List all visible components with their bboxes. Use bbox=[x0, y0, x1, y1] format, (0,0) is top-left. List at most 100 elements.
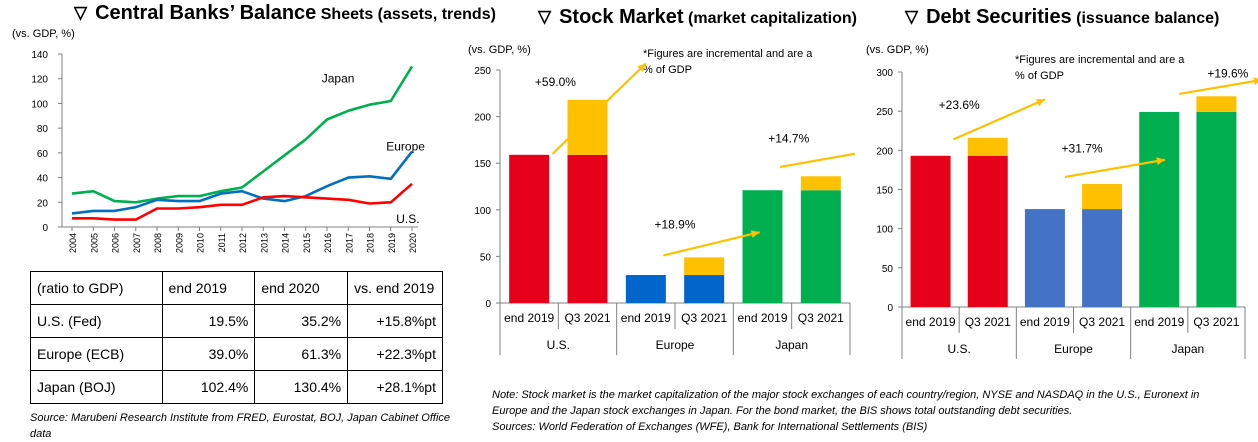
x-category-label: Q3 2021 bbox=[1193, 315, 1239, 329]
triangle-down-icon: ▽ bbox=[538, 7, 552, 26]
x-category-label: end 2019 bbox=[1020, 315, 1070, 329]
x-category-label: Q3 2021 bbox=[1079, 315, 1125, 329]
bar-europe-base bbox=[684, 275, 725, 303]
x-category-label: end 2019 bbox=[504, 311, 554, 325]
table-row: Japan (BOJ) 102.4% 130.4% +28.1%pt bbox=[30, 370, 443, 404]
series-label: U.S. bbox=[396, 212, 419, 226]
y-tick-label: 250 bbox=[876, 107, 893, 118]
bar-japan-base bbox=[800, 190, 841, 303]
panel3-title: ▽ Debt Securities (issuance balance) bbox=[905, 6, 1219, 29]
increase-annotation: +31.7% bbox=[1062, 142, 1103, 156]
x-category-label: end 2019 bbox=[621, 311, 671, 325]
y-tick-label: 80 bbox=[37, 124, 49, 135]
central-bank-line-chart: 0 20 40 60 80 100 120 140 2004 2005 2006 2007 2008 20… bbox=[31, 50, 425, 253]
x-tick-label: 2014 bbox=[281, 233, 291, 253]
table-header-cell: (ratio to GDP) bbox=[30, 271, 163, 305]
panel1-title-main: Central Banks’ Balance bbox=[95, 2, 317, 24]
x-category-label: Q3 2021 bbox=[965, 315, 1011, 329]
x-category-label: end 2019 bbox=[737, 311, 787, 325]
bar-europe-base bbox=[1082, 209, 1123, 307]
line-series-europe bbox=[71, 150, 414, 215]
triangle-down-icon: ▽ bbox=[905, 7, 919, 26]
x-tick-label: 2009 bbox=[174, 233, 184, 253]
x-group-label: U.S. bbox=[547, 338, 570, 352]
stock-market-bar-chart: 0 50 100 150 200 250 end 2019 Q3 2021 end 2019 Q3… bbox=[474, 62, 855, 355]
y-tick-label: 100 bbox=[876, 225, 893, 236]
y-tick-label: 150 bbox=[474, 159, 491, 170]
arrow-head-icon bbox=[1253, 77, 1258, 86]
debt-securities-bar-chart: 0 50 100 150 200 250 300 end 2019 Q3 2021 end 201… bbox=[876, 66, 1258, 359]
x-group-label: Europe bbox=[656, 338, 695, 352]
x-tick-label: 2005 bbox=[89, 233, 99, 253]
x-tick-label: 2010 bbox=[196, 233, 206, 253]
table-cell: 102.4% bbox=[161, 370, 256, 404]
y-tick-label: 250 bbox=[474, 66, 491, 77]
x-tick-label: 2011 bbox=[217, 233, 227, 252]
y-tick-label: 20 bbox=[37, 198, 49, 209]
x-tick-label: 2017 bbox=[344, 233, 354, 253]
y-tick-label: 120 bbox=[31, 75, 48, 86]
increase-arrow bbox=[663, 231, 760, 257]
increase-arrow bbox=[953, 98, 1046, 141]
table-header-cell: vs. end 2019 bbox=[347, 271, 443, 305]
line-series-us bbox=[72, 182, 413, 221]
bottom-note: Note: Stock market is the market capital… bbox=[492, 387, 1258, 435]
x-tick-label: 2019 bbox=[387, 233, 397, 253]
bar-increment bbox=[800, 176, 841, 191]
increase-arrow bbox=[551, 62, 647, 155]
x-tick-label: 2004 bbox=[68, 233, 78, 253]
panel1-source-note: Source: Marubeni Research Institute from… bbox=[30, 412, 451, 440]
panel1-unit: (vs. GDP, %) bbox=[12, 28, 75, 40]
panel2-title: ▽ Stock Market (market capitalization) bbox=[538, 6, 857, 29]
series-label: Japan bbox=[322, 72, 355, 86]
panel1-title: ▽ Central Banks’ Balance Sheets (assets, … bbox=[74, 2, 496, 25]
panel3-title-main: Debt Securities bbox=[926, 6, 1072, 28]
increase-arrow bbox=[1179, 79, 1258, 96]
panel3-figure-note: *Figures are incremental and are a % of … bbox=[1015, 54, 1185, 82]
table-cell: 19.5% bbox=[161, 304, 256, 338]
y-tick-label: 0 bbox=[887, 303, 893, 314]
bar-japan-base bbox=[742, 190, 783, 303]
panel1-title-sub: Sheets (assets, trends) bbox=[320, 6, 496, 23]
panel3-title-sub: (issuance balance) bbox=[1076, 10, 1220, 27]
y-tick-label: 150 bbox=[876, 186, 893, 197]
y-tick-label: 140 bbox=[31, 50, 48, 61]
x-category-label: Q3 2021 bbox=[798, 311, 844, 325]
increase-annotation: +19.6% bbox=[1207, 66, 1248, 80]
increase-arrow bbox=[779, 152, 855, 169]
bar-us-base bbox=[910, 155, 951, 307]
bar-increment bbox=[967, 137, 1008, 156]
table-cell: 35.2% bbox=[254, 304, 349, 338]
bottom-note-line: Europe and the Japan stock exchanges in … bbox=[492, 405, 1073, 417]
central-bank-table: (ratio to GDP) end 2019 end 2020 vs. end… bbox=[30, 271, 443, 404]
bar-increment bbox=[567, 99, 608, 155]
series-label: Europe bbox=[386, 140, 425, 154]
x-tick-label: 2015 bbox=[302, 233, 312, 253]
x-group-label: Japan bbox=[775, 338, 808, 352]
bar-us-base bbox=[567, 154, 608, 303]
table-cell: 61.3% bbox=[254, 337, 349, 371]
table-header-cell: end 2019 bbox=[161, 271, 256, 305]
increase-annotation: +18.9% bbox=[654, 217, 695, 231]
x-tick-label: 2007 bbox=[132, 233, 142, 253]
x-category-label: Q3 2021 bbox=[681, 311, 727, 325]
table-cell: U.S. (Fed) bbox=[30, 304, 163, 338]
x-tick-label: 2018 bbox=[366, 233, 376, 253]
y-tick-label: 100 bbox=[474, 206, 491, 217]
x-category-label: end 2019 bbox=[906, 315, 956, 329]
increase-arrow bbox=[1064, 158, 1166, 179]
bar-japan-base bbox=[1196, 111, 1237, 307]
increase-annotation: +23.6% bbox=[939, 98, 980, 112]
x-tick-label: 2006 bbox=[111, 233, 121, 253]
arrow-head-icon bbox=[1035, 99, 1045, 107]
increase-annotation: +14.7% bbox=[768, 132, 809, 146]
x-tick-label: 2020 bbox=[408, 233, 418, 253]
table-cell: +22.3%pt bbox=[347, 337, 443, 371]
x-group-label: U.S. bbox=[947, 342, 970, 356]
arrow-head-icon bbox=[637, 63, 646, 72]
bottom-note-line: Note: Stock market is the market capital… bbox=[492, 389, 1200, 401]
y-tick-label: 60 bbox=[37, 149, 49, 160]
table-cell: +15.8%pt bbox=[347, 304, 443, 338]
y-tick-label: 50 bbox=[480, 252, 492, 263]
y-tick-label: 300 bbox=[876, 68, 893, 79]
